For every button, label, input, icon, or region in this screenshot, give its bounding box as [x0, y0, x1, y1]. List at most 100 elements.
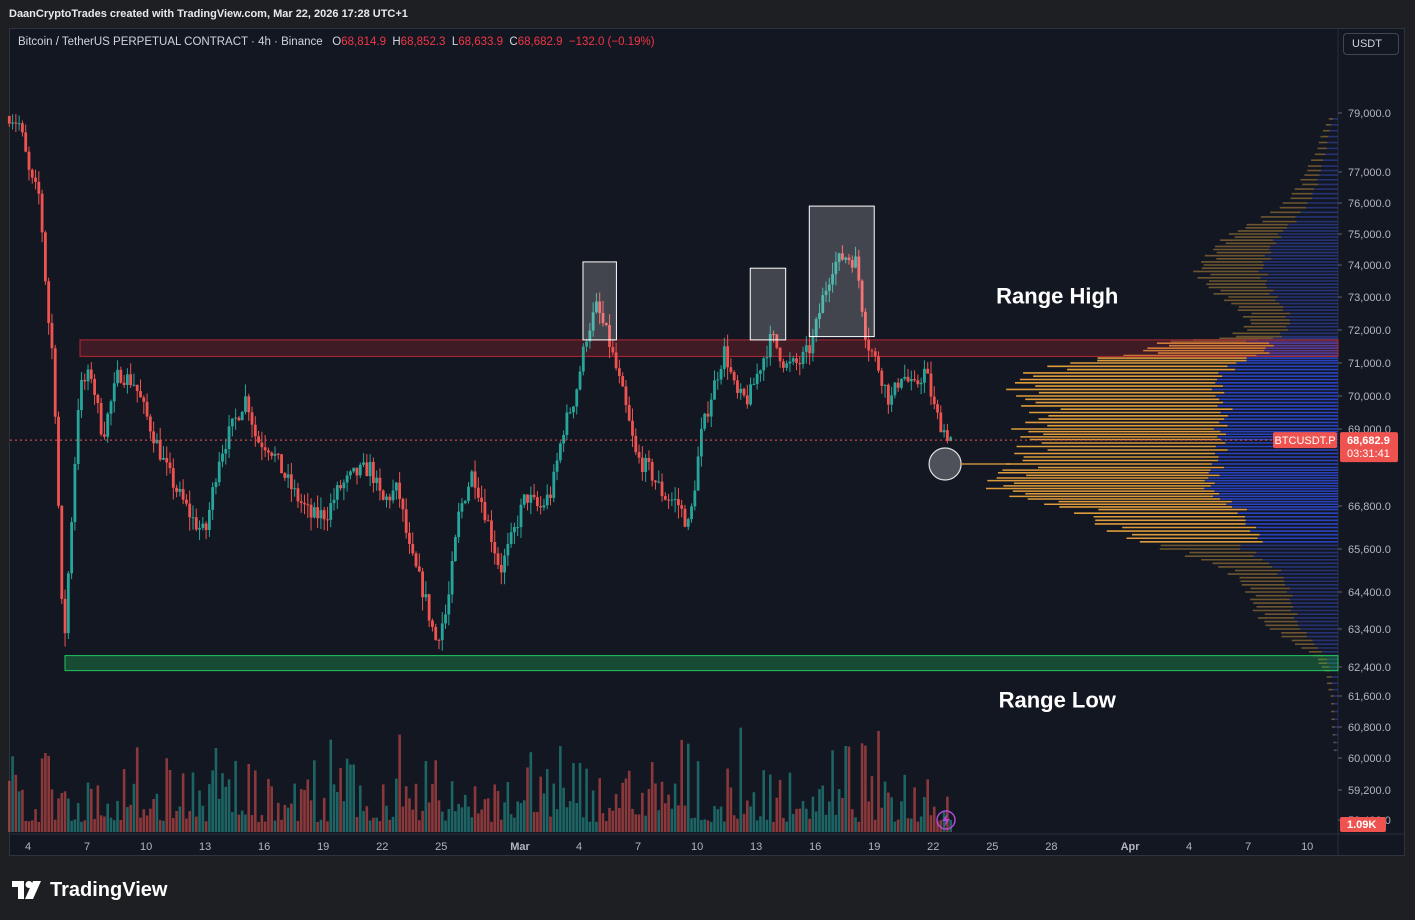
candle-body[interactable] — [289, 474, 293, 490]
candle-body[interactable] — [716, 379, 720, 381]
candle-body[interactable] — [326, 519, 329, 521]
candle-body[interactable] — [545, 494, 549, 506]
candle-body[interactable] — [742, 388, 746, 396]
candle-body[interactable] — [421, 571, 424, 598]
candle-body[interactable] — [76, 410, 80, 464]
candle-body[interactable] — [306, 504, 310, 506]
candle-body[interactable] — [322, 510, 326, 520]
candle-body[interactable] — [109, 401, 113, 414]
candle-body[interactable] — [503, 555, 506, 573]
candle-body[interactable] — [621, 376, 625, 387]
candle-body[interactable] — [729, 367, 733, 373]
candle-body[interactable] — [749, 384, 752, 405]
candle-body[interactable] — [332, 499, 336, 504]
candle-body[interactable] — [585, 341, 588, 347]
candle-body[interactable] — [312, 507, 316, 518]
candle-body[interactable] — [696, 456, 700, 491]
candle-body[interactable] — [53, 348, 57, 417]
candle-body[interactable] — [73, 463, 77, 523]
candle-body[interactable] — [785, 363, 789, 368]
candle-body[interactable] — [112, 383, 116, 402]
highlight-box[interactable] — [582, 261, 617, 341]
candle-body[interactable] — [293, 488, 297, 490]
candle-body[interactable] — [499, 564, 503, 573]
candle-body[interactable] — [631, 420, 634, 436]
candle-body[interactable] — [486, 520, 490, 522]
candle-body[interactable] — [30, 169, 34, 178]
candle-body[interactable] — [795, 358, 798, 363]
candle-body[interactable] — [362, 462, 365, 465]
candle-body[interactable] — [7, 115, 11, 124]
candle-body[interactable] — [457, 511, 461, 538]
candle-body[interactable] — [604, 322, 608, 325]
candle-body[interactable] — [162, 457, 165, 460]
candle-body[interactable] — [886, 384, 890, 405]
candle-body[interactable] — [827, 284, 831, 291]
candle-body[interactable] — [401, 498, 405, 510]
candle-body[interactable] — [532, 494, 536, 498]
candle-body[interactable] — [647, 457, 651, 463]
candle-body[interactable] — [683, 508, 687, 527]
highlight-box[interactable] — [808, 205, 875, 338]
candle-body[interactable] — [804, 345, 808, 352]
candle-body[interactable] — [240, 411, 244, 421]
candle-body[interactable] — [122, 382, 126, 385]
candle-body[interactable] — [680, 505, 684, 509]
candle-body[interactable] — [194, 517, 198, 530]
candle-body[interactable] — [637, 452, 641, 458]
candle-body[interactable] — [191, 517, 195, 519]
candle-body[interactable] — [588, 330, 592, 342]
candle-body[interactable] — [447, 594, 451, 615]
candle-body[interactable] — [506, 543, 510, 556]
candle-body[interactable] — [591, 312, 595, 331]
candle-body[interactable] — [14, 122, 18, 124]
candle-body[interactable] — [299, 501, 303, 504]
candle-body[interactable] — [519, 504, 523, 528]
candle-body[interactable] — [473, 471, 477, 488]
candle-body[interactable] — [263, 447, 267, 451]
candle-body[interactable] — [148, 416, 152, 432]
candle-body[interactable] — [198, 527, 201, 530]
candle-body[interactable] — [444, 614, 447, 624]
candle-body[interactable] — [129, 374, 133, 386]
candle-body[interactable] — [417, 566, 421, 572]
candle-body[interactable] — [99, 402, 103, 435]
candle-body[interactable] — [542, 505, 546, 508]
candle-body[interactable] — [916, 380, 920, 385]
candle-body[interactable] — [431, 620, 434, 627]
candle-body[interactable] — [873, 351, 877, 357]
candle-body[interactable] — [427, 594, 431, 621]
candle-body[interactable] — [595, 301, 598, 313]
candle-body[interactable] — [568, 412, 572, 414]
candle-body[interactable] — [562, 434, 566, 444]
candle-body[interactable] — [80, 379, 83, 411]
candle-body[interactable] — [581, 346, 585, 372]
candle-body[interactable] — [657, 481, 661, 483]
candle-body[interactable] — [145, 401, 149, 417]
candle-body[interactable] — [539, 506, 543, 508]
candle-body[interactable] — [614, 352, 618, 369]
candle-body[interactable] — [211, 487, 215, 510]
candle-body[interactable] — [867, 339, 871, 351]
candle-body[interactable] — [119, 369, 123, 383]
candle-body[interactable] — [644, 457, 648, 473]
candle-body[interactable] — [40, 193, 44, 233]
candle-body[interactable] — [493, 542, 497, 554]
candle-body[interactable] — [877, 356, 880, 371]
candle-body[interactable] — [349, 471, 352, 476]
candle-body[interactable] — [60, 505, 64, 599]
candle-body[interactable] — [201, 523, 205, 528]
candle-body[interactable] — [142, 397, 146, 402]
candle-body[interactable] — [303, 503, 306, 505]
candle-body[interactable] — [739, 388, 743, 393]
candle-body[interactable] — [522, 494, 526, 505]
candle-body[interactable] — [368, 461, 372, 477]
candle-body[interactable] — [601, 313, 605, 323]
candle-body[interactable] — [463, 500, 467, 504]
candle-body[interactable] — [893, 382, 897, 396]
candle-body[interactable] — [909, 379, 913, 382]
candle-body[interactable] — [234, 417, 238, 419]
candle-body[interactable] — [286, 474, 290, 478]
candle-body[interactable] — [135, 384, 139, 392]
